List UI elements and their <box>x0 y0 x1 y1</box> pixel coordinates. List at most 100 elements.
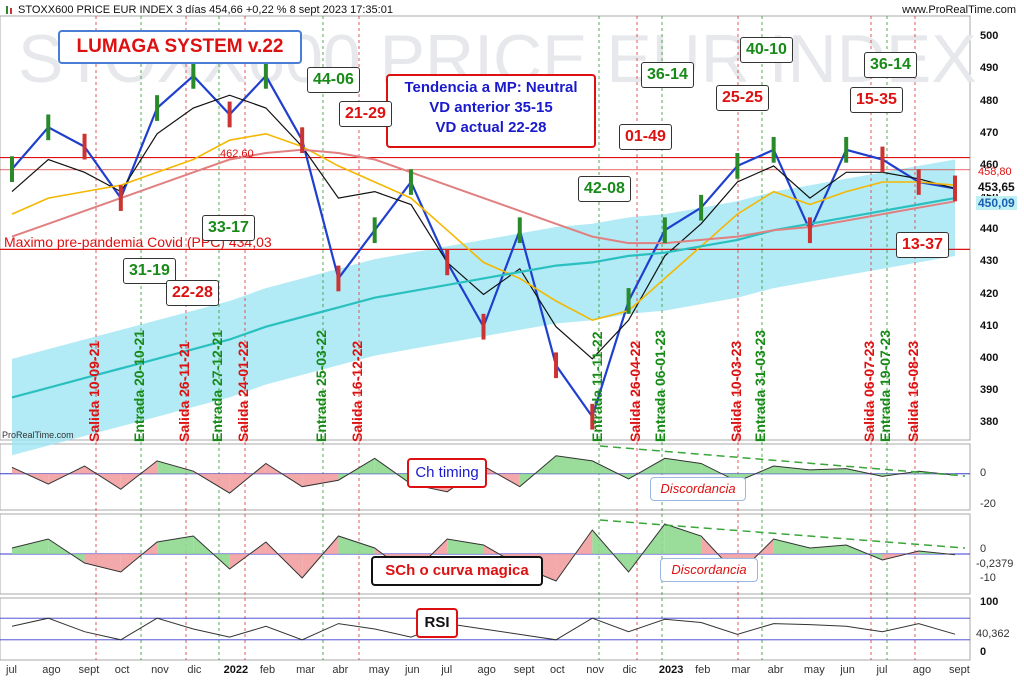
signal-label-1: Entrada 20-10-21 <box>131 329 147 442</box>
tag-40-10: 40-10 <box>740 37 793 63</box>
discordancia-box-1: Discordancia <box>650 477 746 501</box>
tag-36-14-b: 36-14 <box>864 52 917 78</box>
signal-label-14: Salida 16-08-23 <box>905 340 921 442</box>
candle-23 <box>844 136 849 163</box>
tag-22-28: 22-28 <box>166 280 219 306</box>
month-tick-10: may <box>368 664 390 676</box>
ch-timing-area-4 <box>157 460 194 474</box>
ind2-tick-1: -10 <box>980 572 996 584</box>
candle-8 <box>300 127 305 154</box>
ch-timing-area-15 <box>556 455 593 474</box>
ch-timing-area-9 <box>338 458 375 481</box>
price-tick-9: 410 <box>980 319 999 332</box>
month-tick-7: feb <box>259 664 276 676</box>
month-tick-15: oct <box>550 664 565 676</box>
price-current-label: 453,65 <box>976 180 1017 194</box>
tag-21-29: 21-29 <box>339 101 392 127</box>
candle-15 <box>554 352 559 379</box>
month-tick-19: feb <box>695 664 711 676</box>
rsi-value: 40,362 <box>976 628 1010 640</box>
candle-7 <box>263 63 268 89</box>
mid-ma-line <box>11 148 956 245</box>
candle-1 <box>46 114 51 141</box>
signal-label-4: Salida 24-01-22 <box>235 340 251 442</box>
price-tick-4: 460 <box>980 158 999 171</box>
price-tick-7: 430 <box>980 255 999 268</box>
ch-trendline <box>599 445 966 477</box>
month-tick-24: jul <box>876 664 888 676</box>
month-tick-25: ago <box>912 664 932 676</box>
signal-label-6: Salida 16-12-22 <box>349 340 365 442</box>
month-tick-4: nov <box>151 664 169 676</box>
trend-line1: Tendencia a MP: Neutral <box>404 79 578 96</box>
tag-01-49: 01-49 <box>619 124 672 150</box>
trend-line2: VD anterior 35-15 <box>429 99 553 116</box>
candle-18 <box>662 217 667 244</box>
month-tick-22: may <box>803 664 825 676</box>
candle-0 <box>10 156 14 182</box>
signal-label-2: Salida 26-11-21 <box>176 341 192 442</box>
signal-label-3: Entrada 27-12-21 <box>209 329 225 442</box>
ind2-tick-0: 0 <box>980 543 987 555</box>
month-tick-23: jun <box>840 664 855 676</box>
signal-line <box>11 94 956 360</box>
candle-4 <box>155 95 160 121</box>
candle-22 <box>807 217 812 244</box>
signal-label-7: Entrada 11-11-22 <box>589 331 605 442</box>
signal-label-12: Salida 06-07-23 <box>861 340 877 442</box>
month-tick-16: nov <box>586 664 605 676</box>
candle-16 <box>590 403 595 430</box>
price-tick-8: 420 <box>980 287 999 300</box>
candle-11 <box>408 169 413 195</box>
price-tick-6: 440 <box>980 223 999 236</box>
sch-trendline <box>599 519 966 549</box>
ch-timing-box: Ch timing <box>407 458 487 488</box>
candle-6 <box>227 101 232 128</box>
month-tick-13: ago <box>477 664 496 676</box>
month-tick-6: 2022 <box>223 664 249 676</box>
candle-12 <box>445 249 450 276</box>
candle-25 <box>916 169 921 195</box>
sch-area-12 <box>447 539 484 554</box>
sch-area-4 <box>157 536 194 554</box>
month-tick-21: abr <box>767 664 784 676</box>
month-tick-0: jul <box>6 664 18 676</box>
month-tick-2: sept <box>78 664 100 676</box>
candle-9 <box>336 265 341 292</box>
candlestick-icon <box>4 5 14 15</box>
month-tick-12: jul <box>441 664 453 676</box>
signal-label-13: Entrada 19-07-23 <box>877 329 893 442</box>
price-tick-12: 380 <box>980 416 999 429</box>
chart-title: STOXX600 PRICE EUR INDEX 3 días 454,66 +… <box>18 4 393 16</box>
candle-20 <box>735 153 740 179</box>
sch-line <box>11 523 956 582</box>
candle-26 <box>953 175 957 202</box>
price-tick-3: 470 <box>980 126 999 139</box>
ind1-tick-1: -20 <box>980 498 996 510</box>
month-tick-9: abr <box>332 664 349 676</box>
price-tick-11: 390 <box>980 383 999 396</box>
month-tick-14: sept <box>513 664 535 676</box>
month-tick-26: sept <box>949 664 970 676</box>
sch-area-21 <box>773 539 810 554</box>
discordancia-box-2: Discordancia <box>660 558 758 582</box>
month-tick-18: 2023 <box>658 664 684 676</box>
rsi-tick-0: 100 <box>980 596 999 608</box>
level-462-label: 462,60 <box>220 148 254 160</box>
site-label[interactable]: www.ProRealTime.com <box>902 4 1016 16</box>
month-tick-1: ago <box>42 664 61 676</box>
ind1-tick-0: 0 <box>980 467 987 479</box>
candle-24 <box>880 146 885 173</box>
candle-10 <box>372 217 377 244</box>
sch-box: SCh o curva magica <box>371 556 543 586</box>
month-tick-11: jun <box>404 664 420 676</box>
price-tick-1: 490 <box>980 62 999 75</box>
ch-timing-area-8 <box>302 473 339 487</box>
tag-13-37: 13-37 <box>896 232 949 258</box>
credit-label: ProRealTime.com <box>2 430 74 440</box>
month-tick-3: oct <box>114 664 130 676</box>
signal-label-0: Salida 10-09-21 <box>86 340 102 442</box>
trend-line3: VD actual 22-28 <box>435 119 547 136</box>
signal-label-10: Salida 10-03-23 <box>728 340 744 442</box>
signal-label-5: Entrada 25-03-22 <box>313 329 329 442</box>
